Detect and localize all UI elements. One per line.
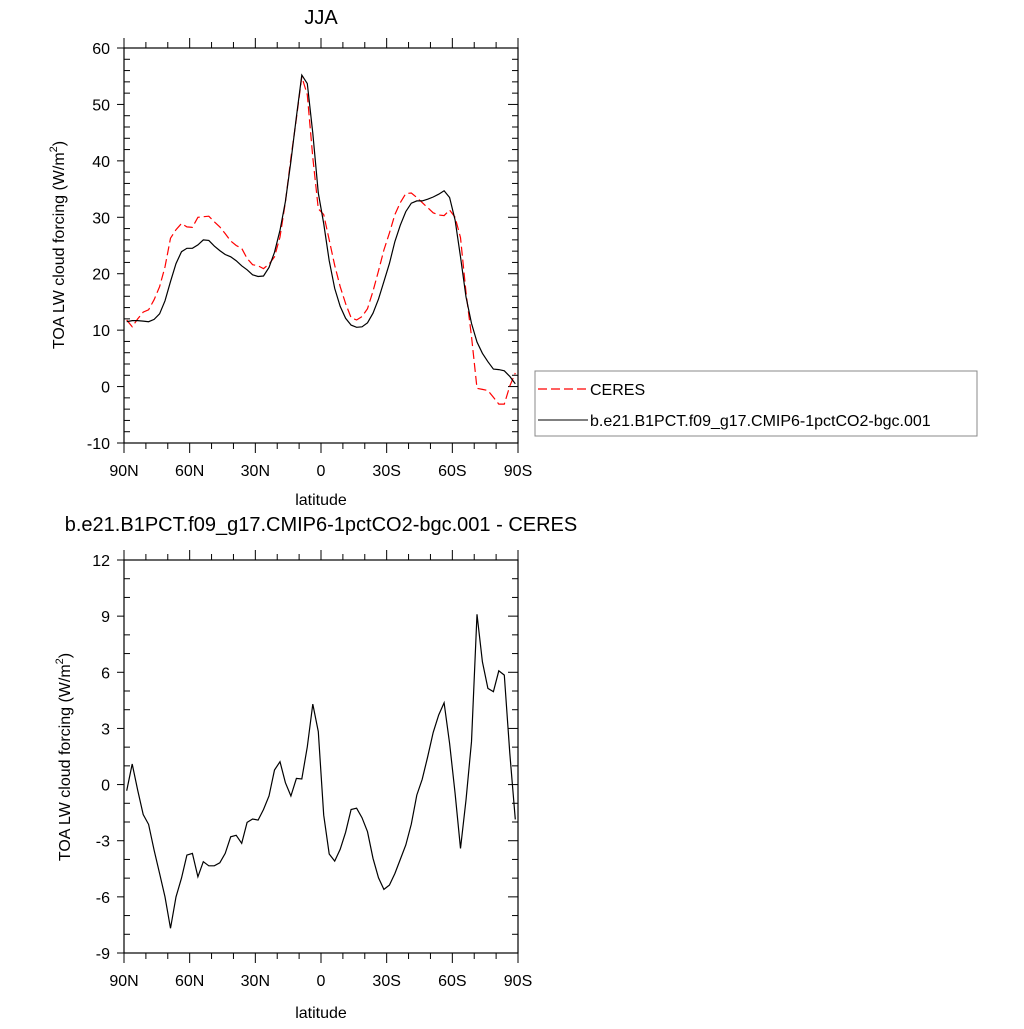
x-tick-label: 60S: [438, 973, 466, 990]
bottom-plot-ylabel: TOA LW cloud forcing (W/m2): [54, 653, 74, 861]
y-tick-label: 0: [101, 778, 110, 795]
bottom-plot-difference: b.e21.B1PCT.f09_g17.CMIP6-1pctCO2-bgc.00…: [54, 514, 577, 1022]
x-tick-label: 60N: [175, 973, 204, 990]
series-line-b-e21-b1pct-f09-g17-cmip6-1pctco2-bgc-001: [126, 73, 516, 385]
top-plot-xlabel: latitude: [295, 492, 347, 509]
plot-frame: [123, 47, 519, 444]
y-tick-label: 10: [92, 323, 110, 340]
y-tick-label: 50: [92, 97, 110, 114]
series-line-ceres: [126, 76, 516, 405]
x-tick-label: 0: [317, 463, 326, 480]
y-tick-label: 9: [101, 609, 110, 626]
x-tick-label: 30S: [372, 973, 400, 990]
y-tick-label: 0: [101, 380, 110, 397]
y-tick-label: 40: [92, 154, 110, 171]
y-tick-label: -9: [96, 946, 110, 963]
legend-label-model: b.e21.B1PCT.f09_g17.CMIP6-1pctCO2-bgc.00…: [590, 413, 931, 430]
y-tick-label: -6: [96, 890, 110, 907]
x-tick-label: 0: [317, 973, 326, 990]
bottom-plot-title: b.e21.B1PCT.f09_g17.CMIP6-1pctCO2-bgc.00…: [65, 514, 577, 536]
plot-frame: [123, 559, 519, 954]
y-tick-label: 6: [101, 665, 110, 682]
y-tick-label: 3: [101, 721, 110, 738]
x-tick-label: 90S: [504, 973, 532, 990]
y-tick-label: -3: [96, 834, 110, 851]
legend-box: [534, 370, 978, 437]
x-tick-label: 60N: [175, 463, 204, 480]
x-tick-label: 90S: [504, 463, 532, 480]
series-line-difference: [126, 614, 516, 929]
x-tick-label: 90N: [109, 463, 138, 480]
y-tick-label: 30: [92, 210, 110, 227]
x-tick-label: 30N: [241, 463, 270, 480]
legend-label-ceres: CERES: [590, 382, 645, 399]
top-plot-ylabel: TOA LW cloud forcing (W/m2): [48, 141, 68, 349]
y-tick-label: 12: [92, 553, 110, 570]
x-tick-label: 90N: [109, 973, 138, 990]
y-tick-label: 60: [92, 41, 110, 58]
bottom-plot-xlabel: latitude: [295, 1005, 347, 1022]
y-tick-label: 20: [92, 267, 110, 284]
y-tick-label: -10: [87, 436, 110, 453]
x-tick-label: 30N: [241, 973, 270, 990]
top-plot-title: JJA: [304, 7, 338, 29]
legend: CERES b.e21.B1PCT.f09_g17.CMIP6-1pctCO2-…: [534, 370, 978, 437]
x-tick-label: 60S: [438, 463, 466, 480]
top-plot-jja: JJA latitude TOA LW cloud forcing (W/m2)…: [48, 7, 532, 509]
x-tick-label: 30S: [372, 463, 400, 480]
